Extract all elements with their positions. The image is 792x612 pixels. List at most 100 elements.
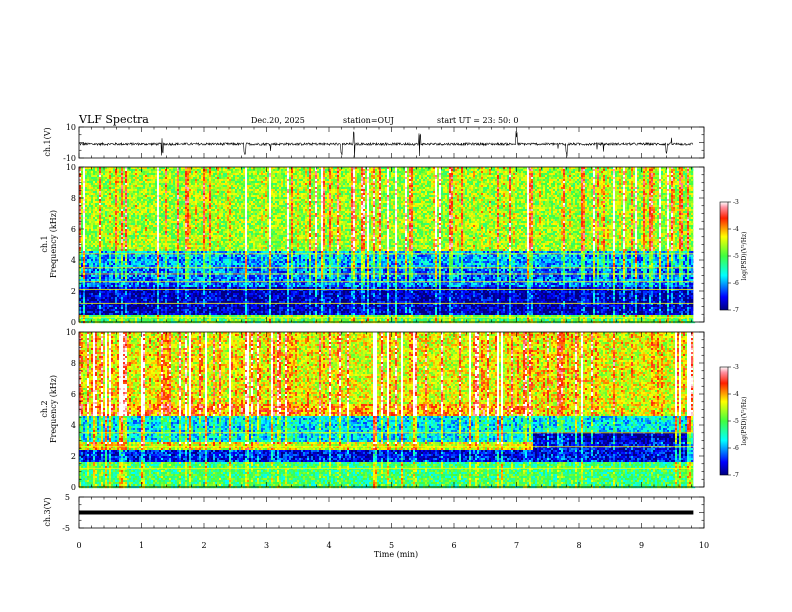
spectrogram-cell [137, 277, 139, 279]
spectrogram-cell [111, 197, 113, 199]
spectrogram-cell [103, 173, 105, 175]
spectrogram-cell [163, 205, 165, 207]
spectrogram-cell [169, 205, 171, 207]
spectrogram-cell [165, 247, 167, 249]
spectrogram-cell [145, 309, 147, 311]
spectrogram-cell [135, 249, 137, 251]
spectrogram-cell [111, 205, 113, 207]
spectrogram-cell [99, 279, 101, 281]
spectrogram-cell [95, 301, 97, 303]
spectrogram-cell [107, 173, 109, 175]
spectrogram-cell [131, 247, 133, 249]
spectrogram-cell [179, 261, 181, 263]
spectrogram-cell [147, 311, 149, 313]
spectrogram-cell [115, 199, 117, 201]
spectrogram-cell [179, 197, 181, 199]
spectrogram-cell [165, 239, 167, 241]
spectrogram-cell [173, 189, 175, 191]
spectrogram-cell [105, 263, 107, 265]
spectrogram-cell [109, 239, 111, 241]
spectrogram-cell [145, 215, 147, 217]
spectrogram-cell [129, 225, 131, 227]
spectrogram-cell [141, 295, 143, 297]
spectrogram-cell [121, 263, 123, 265]
spectrogram-cell [167, 243, 169, 245]
spectrogram-cell [141, 217, 143, 219]
spectrogram-cell [141, 311, 143, 313]
spectrogram-cell [165, 241, 167, 243]
spectrogram-cell [93, 229, 95, 231]
spectrogram-cell [127, 295, 129, 297]
spectrogram-cell [145, 231, 147, 233]
spectrogram-cell [173, 309, 175, 311]
spectrogram-cell [109, 291, 111, 293]
spectrogram-cell [101, 213, 103, 215]
spectrogram-cell [115, 221, 117, 223]
spectrogram-cell [123, 237, 125, 239]
spectrogram-cell [171, 185, 173, 187]
spectrogram-cell [105, 221, 107, 223]
spectrogram-cell [101, 169, 103, 171]
spectrogram-cell [123, 187, 125, 189]
spectrogram-cell [169, 245, 171, 247]
spectrogram-cell [169, 301, 171, 303]
spectrogram-cell [123, 195, 125, 197]
spectrogram-cell [113, 181, 115, 183]
spectrogram-cell [85, 295, 87, 297]
spectrogram-cell [81, 201, 83, 203]
spectrogram-cell [83, 279, 85, 281]
spectrogram-cell [113, 201, 115, 203]
spectrogram-cell [95, 299, 97, 301]
spectrogram-cell [145, 199, 147, 201]
spectrogram-cell [169, 295, 171, 297]
spectrogram-cell [83, 225, 85, 227]
spectrogram-cell [179, 259, 181, 261]
spectrogram-cell [103, 255, 105, 257]
spectrogram-cell [81, 307, 83, 309]
spectrogram-cell [103, 237, 105, 239]
spectrogram-cell [157, 293, 159, 295]
spectrogram-cell [153, 285, 155, 287]
spectrogram-cell [145, 261, 147, 263]
spectrogram-cell [109, 183, 111, 185]
spectrogram-cell [103, 245, 105, 247]
spectrogram-cell [177, 311, 179, 313]
spectrogram-cell [95, 237, 97, 239]
spectrogram-cell [87, 233, 89, 235]
spectrogram-cell [161, 237, 163, 239]
spectrogram-cell [81, 199, 83, 201]
spectrogram-cell [97, 285, 99, 287]
spectrogram-cell [121, 221, 123, 223]
spectrogram-cell [137, 209, 139, 211]
spectrogram-cell [149, 173, 151, 175]
spectrogram-cell [93, 319, 95, 321]
spectrogram-cell [149, 169, 151, 171]
spectrogram-cell [165, 263, 167, 265]
spectrogram-cell [167, 251, 169, 253]
spectrogram-cell [173, 187, 175, 189]
spectrogram-cell [85, 235, 87, 237]
spectrogram-cell [145, 193, 147, 195]
spectrogram-cell [161, 211, 163, 213]
spectrogram-cell [141, 207, 143, 209]
spectrogram-cell [161, 297, 163, 299]
spectrogram-cell [93, 299, 95, 301]
spectrogram-cell [143, 265, 145, 267]
spectrogram-cell [151, 195, 153, 197]
spectrogram-cell [139, 229, 141, 231]
spectrogram-cell [129, 309, 131, 311]
spectrogram-cell [155, 187, 157, 189]
spectrogram-cell [107, 177, 109, 179]
spectrogram-cell [157, 175, 159, 177]
spectrogram-cell [177, 173, 179, 175]
spectrogram-cell [143, 231, 145, 233]
spectrogram-cell [141, 225, 143, 227]
spectrogram-cell [111, 241, 113, 243]
spectrogram-cell [157, 287, 159, 289]
spectrogram-cell [121, 277, 123, 279]
spectrogram-cell [81, 263, 83, 265]
spectrogram-cell [89, 293, 91, 295]
spectrogram-cell [175, 271, 177, 273]
spectrogram-cell [151, 239, 153, 241]
